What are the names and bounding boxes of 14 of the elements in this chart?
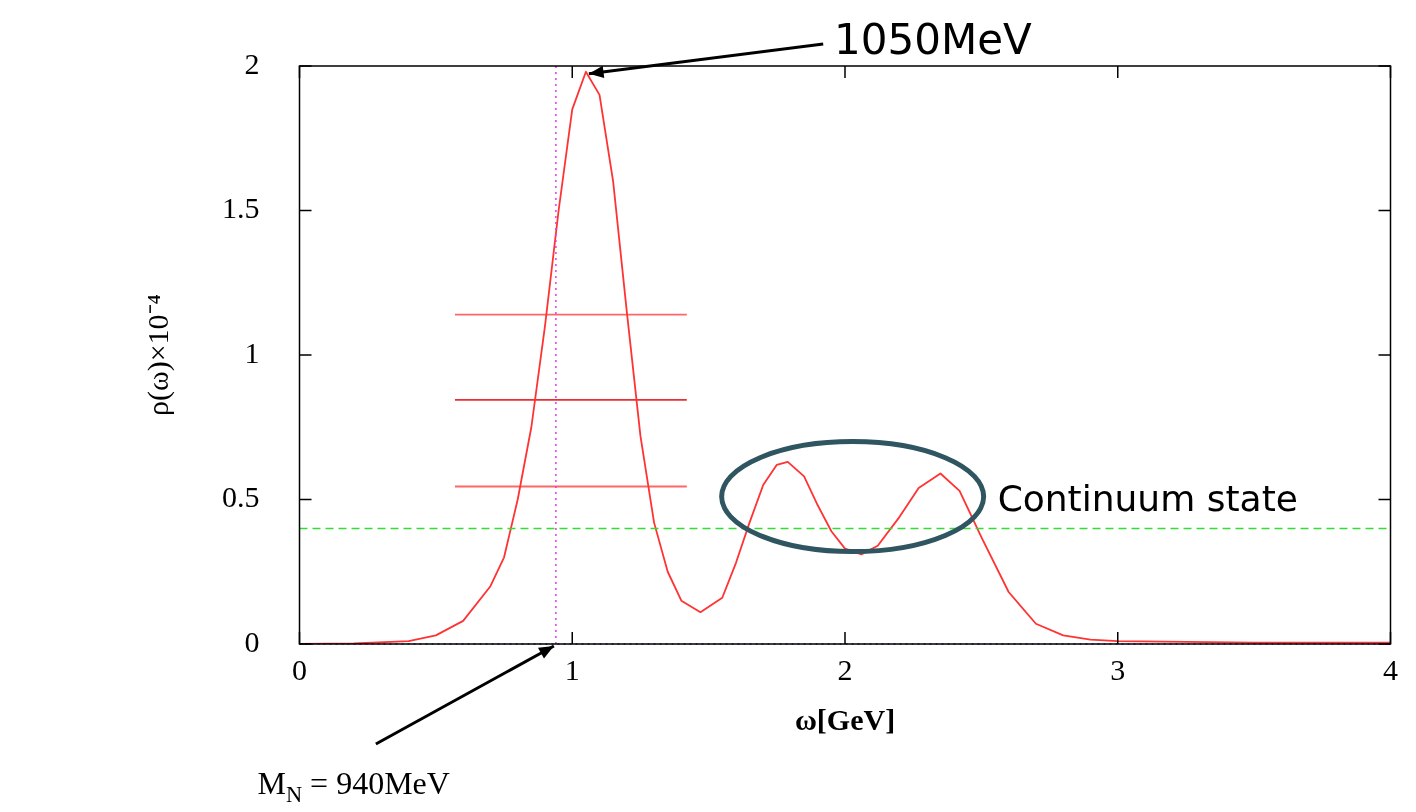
x-tick-label: 0: [292, 652, 307, 686]
y-tick-label: 2: [244, 46, 260, 80]
x-tick-label: 4: [1383, 652, 1398, 686]
y-tick-label: 1.5: [222, 191, 260, 225]
annotation: Continuum state: [997, 477, 1298, 519]
y-axis-title: ρ(ω)×10⁻⁴: [140, 293, 175, 417]
x-tick-label: 3: [1110, 652, 1126, 686]
y-tick-label: 0.5: [222, 480, 260, 514]
x-tick-label: 1: [564, 652, 580, 686]
x-tick-label: 2: [837, 652, 853, 686]
annotation: 1050MeV: [834, 15, 1033, 64]
x-axis-title: ω[GeV]: [794, 702, 896, 736]
y-tick-label: 0: [244, 624, 260, 658]
y-tick-label: 1: [244, 335, 260, 369]
